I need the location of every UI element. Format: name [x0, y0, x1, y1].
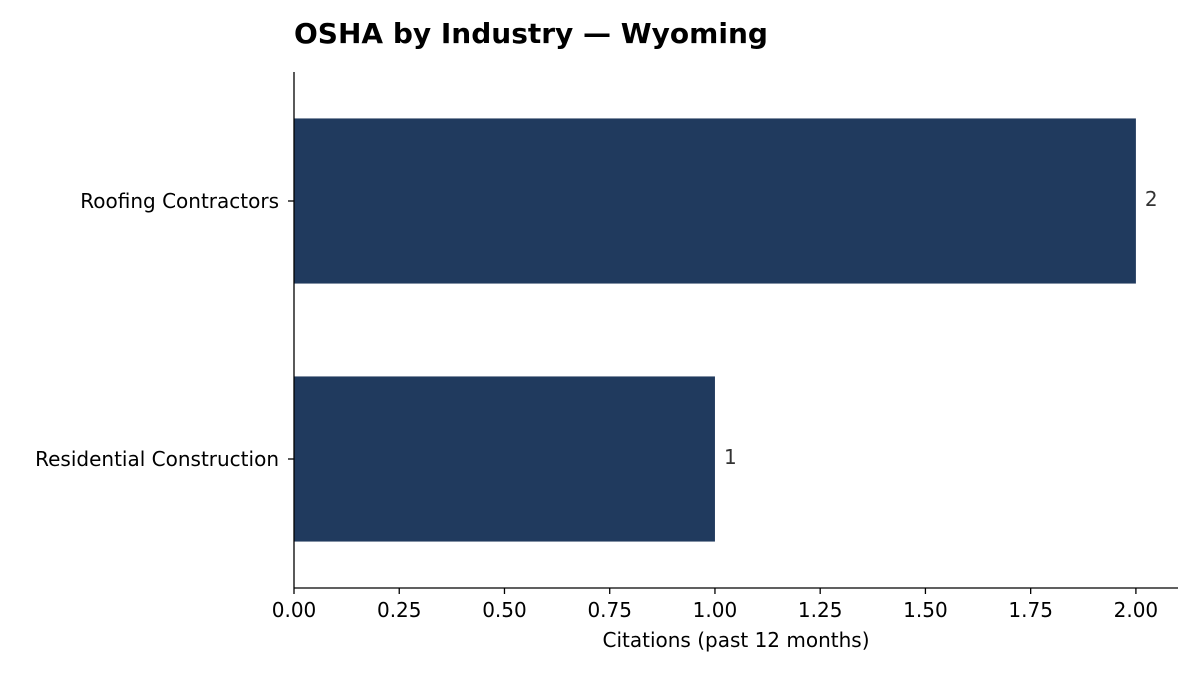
x-tick-label-7: 1.75: [1008, 598, 1053, 622]
bars-group: [294, 118, 1136, 542]
data-label-1: 1: [724, 445, 737, 469]
data-label-0: 2: [1145, 187, 1158, 211]
x-tick-label-1: 0.25: [377, 598, 422, 622]
x-tick-label-5: 1.25: [798, 598, 843, 622]
bar-1: [294, 376, 715, 542]
data-labels-group: 21: [724, 187, 1158, 469]
chart-title: OSHA by Industry — Wyoming: [294, 17, 768, 50]
x-tick-label-3: 0.75: [587, 598, 632, 622]
x-tick-label-6: 1.50: [903, 598, 948, 622]
category-label-1: Residential Construction: [35, 447, 279, 471]
bar-0: [294, 118, 1136, 284]
x-axis-label: Citations (past 12 months): [602, 628, 869, 652]
x-tick-label-0: 0.00: [272, 598, 317, 622]
x-tick-label-8: 2.00: [1114, 598, 1159, 622]
category-label-0: Roofing Contractors: [80, 189, 279, 213]
x-tick-label-4: 1.00: [693, 598, 738, 622]
category-labels-group: Roofing Contractors Residential Construct…: [35, 189, 294, 471]
x-ticks-group: 0.00 0.25 0.50 0.75 1.00 1.25 1.50 1.75 2.00: [272, 588, 1158, 622]
x-tick-label-2: 0.50: [482, 598, 527, 622]
